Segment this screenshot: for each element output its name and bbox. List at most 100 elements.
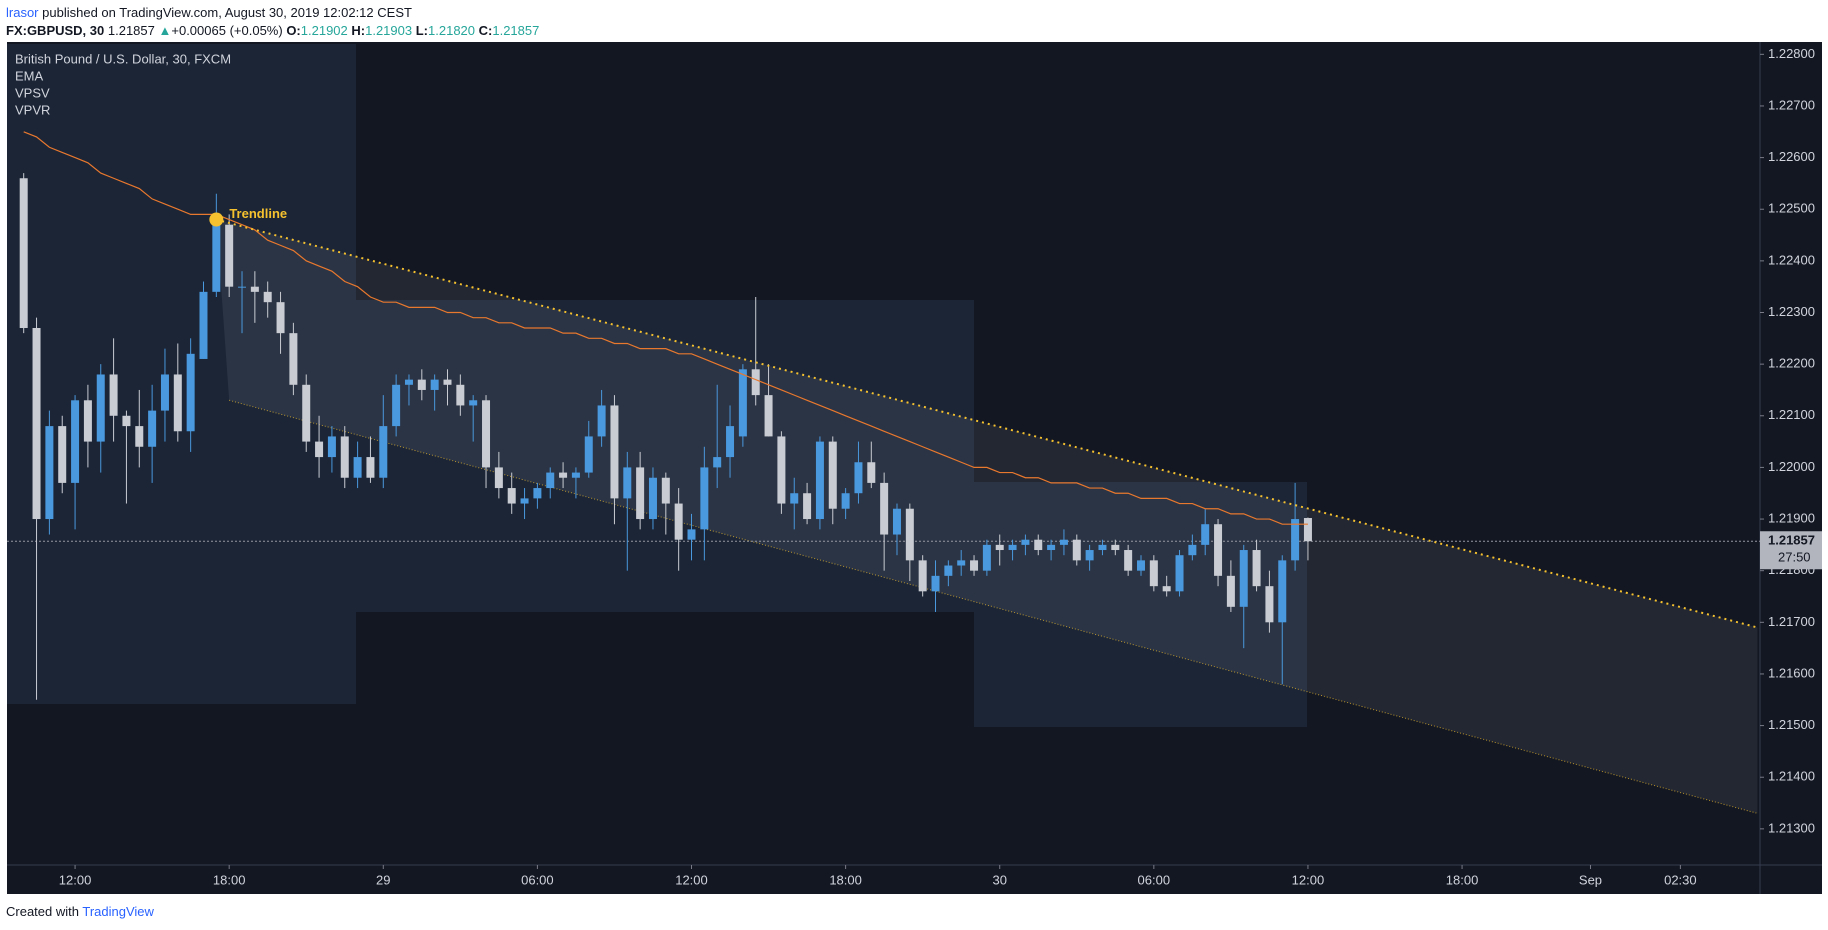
candle-body xyxy=(340,436,349,478)
candle-body xyxy=(366,457,375,478)
candle-body xyxy=(687,529,696,540)
x-tick-label: 18:00 xyxy=(213,872,246,887)
candle-body xyxy=(661,477,670,504)
candle-body xyxy=(1201,524,1210,545)
candle-body xyxy=(815,441,824,520)
candle-body xyxy=(212,224,221,292)
y-tick-label: 1.22800 xyxy=(1768,46,1815,61)
candle-body xyxy=(494,467,503,489)
trendline-anchor xyxy=(209,212,224,227)
y-tick-label: 1.21600 xyxy=(1768,665,1815,680)
candle-body xyxy=(1303,518,1312,542)
candle-body xyxy=(507,488,516,504)
candle-body xyxy=(931,575,940,592)
h-label: H: xyxy=(351,23,366,38)
candle-body xyxy=(905,508,914,561)
candle-body xyxy=(1085,550,1094,561)
candle-body xyxy=(173,374,182,432)
candle-body xyxy=(1291,519,1300,561)
candle-body xyxy=(880,482,889,535)
header: lrasor published on TradingView.com, Aug… xyxy=(6,4,539,40)
candle-body xyxy=(982,544,991,571)
author[interactable]: lrasor xyxy=(6,5,39,20)
candle-body xyxy=(482,400,491,468)
candle-body xyxy=(1278,560,1287,623)
candle-body xyxy=(1034,539,1043,551)
y-tick-label: 1.21700 xyxy=(1768,614,1815,629)
y-tick-label: 1.22000 xyxy=(1768,459,1815,474)
candle-body xyxy=(546,472,555,489)
candle-body xyxy=(571,472,580,478)
candle-body xyxy=(648,477,657,520)
candle-body xyxy=(623,467,632,499)
candle-body xyxy=(1111,544,1120,551)
candle-body xyxy=(559,472,568,478)
x-tick-label: 29 xyxy=(376,872,390,887)
candle-body xyxy=(854,462,863,494)
x-tick-label: Sep xyxy=(1579,872,1602,887)
candle-body xyxy=(443,379,452,385)
change: +0.00065 (+0.05%) xyxy=(171,23,283,38)
candle-body xyxy=(957,560,966,566)
candle-body xyxy=(417,379,426,390)
y-tick-label: 1.22500 xyxy=(1768,201,1815,216)
candle-body xyxy=(1136,560,1145,571)
footer: Created with TradingView xyxy=(6,904,154,919)
y-tick-label: 1.22100 xyxy=(1768,407,1815,422)
candle-body xyxy=(726,426,735,458)
candle-body xyxy=(1008,544,1017,551)
x-tick-label: 12:00 xyxy=(1292,872,1325,887)
candle-body xyxy=(58,426,67,483)
ema-line xyxy=(23,131,1308,525)
x-tick-label: 18:00 xyxy=(829,872,862,887)
candle-body xyxy=(1226,575,1235,607)
candle-body xyxy=(803,493,812,520)
candle-body xyxy=(456,384,465,406)
x-tick-label: 12:00 xyxy=(675,872,708,887)
candle-body xyxy=(700,467,709,530)
o-label: O: xyxy=(286,23,301,38)
candle-body xyxy=(1072,539,1081,561)
brand[interactable]: TradingView xyxy=(82,904,154,919)
candle-body xyxy=(764,395,773,437)
candle-body xyxy=(841,493,850,509)
candle-body xyxy=(45,426,54,520)
candle-body xyxy=(584,436,593,473)
candle-body xyxy=(404,379,413,385)
x-tick-label: 06:00 xyxy=(1138,872,1171,887)
candle-body xyxy=(353,457,362,478)
countdown: 27:50 xyxy=(1778,550,1811,565)
candle-body xyxy=(777,436,786,504)
chart: British Pound / U.S. Dollar, 30, FXCM EM… xyxy=(7,42,1822,894)
trendline-label: Trendline xyxy=(229,206,287,221)
c-label: C: xyxy=(478,23,493,38)
candle-body xyxy=(1175,555,1184,592)
candle-body xyxy=(83,400,92,442)
l: 1.21820 xyxy=(428,23,476,38)
x-tick-label: 30 xyxy=(992,872,1006,887)
legend-indicator: VPVR xyxy=(15,102,50,117)
candle-body xyxy=(1252,550,1261,587)
candle-body xyxy=(276,302,285,334)
candle-body xyxy=(892,508,901,535)
candle-body xyxy=(636,467,645,520)
created: Created with xyxy=(6,904,79,919)
legend-title: British Pound / U.S. Dollar, 30, FXCM xyxy=(15,51,231,66)
y-tick-label: 1.22600 xyxy=(1768,149,1815,164)
candle-body xyxy=(1214,524,1223,576)
candle-body xyxy=(713,457,722,468)
candle-body xyxy=(738,369,747,437)
y-tick-label: 1.21400 xyxy=(1768,769,1815,784)
candle-body xyxy=(469,400,478,406)
candle-body xyxy=(995,544,1004,551)
candle-body xyxy=(1021,539,1030,545)
candle-body xyxy=(109,374,118,416)
arrow: ▲ xyxy=(158,23,172,38)
h: 1.21903 xyxy=(365,23,413,38)
candle-body xyxy=(302,384,311,442)
candle-body xyxy=(96,374,105,442)
candle-body xyxy=(19,178,28,328)
candle-body xyxy=(148,410,157,447)
candle-body xyxy=(674,503,683,540)
channel-fill xyxy=(216,219,1758,814)
